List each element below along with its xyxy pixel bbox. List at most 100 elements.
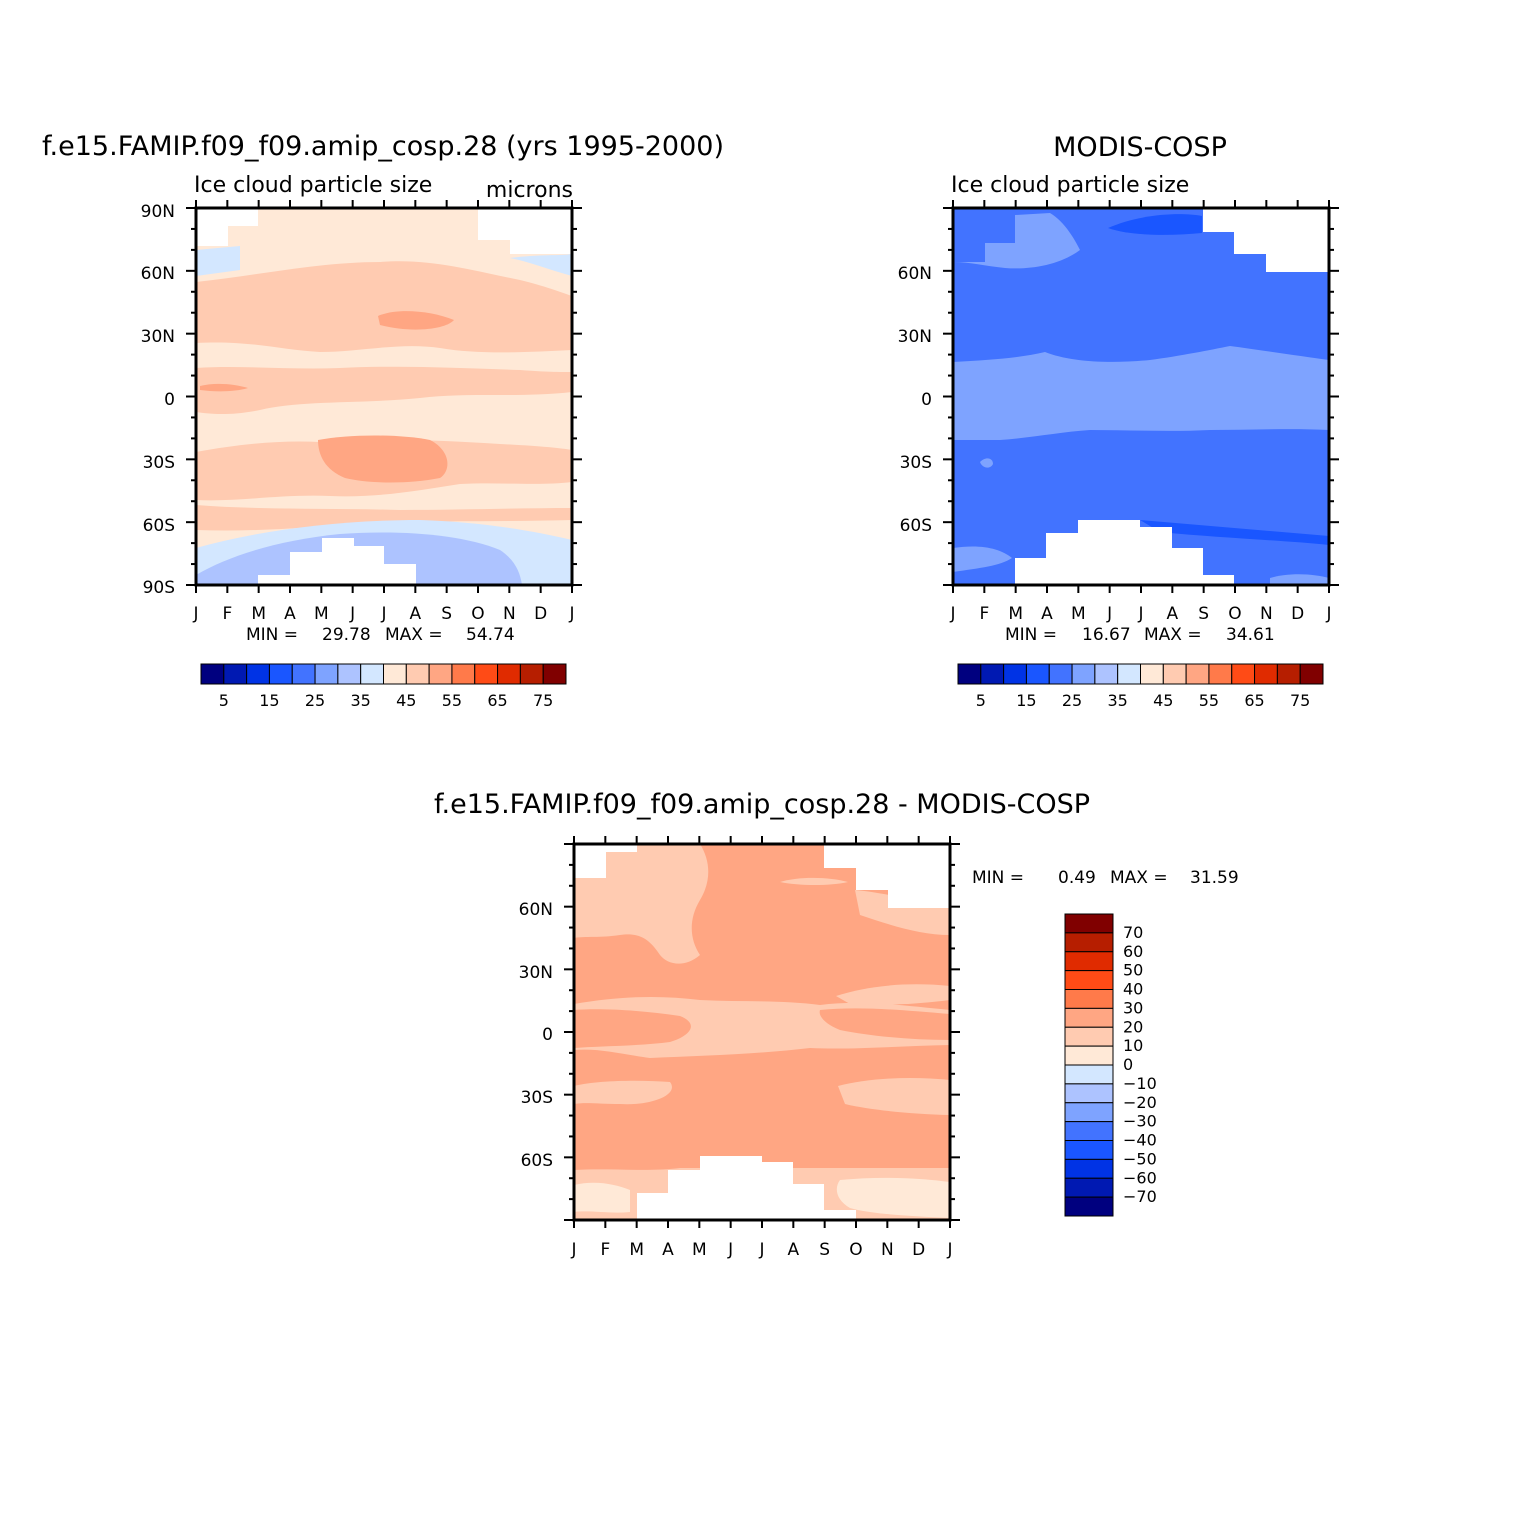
model-patch-eq — [200, 383, 248, 392]
panel-diff: f.e15.FAMIP.f09_f09.amip_cosp.28 - MODIS… — [434, 789, 1239, 1260]
diff-band-sh — [574, 1080, 672, 1105]
obs-xtick-label: F — [979, 604, 989, 624]
diff-colorbar-label: 20 — [1123, 1017, 1143, 1036]
obs-missing-s — [1015, 520, 1234, 585]
diff-band-sh2 — [838, 1078, 950, 1115]
model-ytick-label: 30S — [143, 453, 175, 473]
model-colorbar-label: 75 — [533, 691, 553, 710]
diff-xtick-label: F — [600, 1240, 610, 1260]
diff-colorbar-label: 30 — [1123, 998, 1143, 1017]
diff-colorbar-label: −50 — [1123, 1149, 1157, 1168]
obs-ytick-label: 30S — [900, 453, 932, 473]
model-minmax: MIN = 29.78 MAX = 54.74 — [246, 625, 515, 645]
diff-colorbar-label: 50 — [1123, 961, 1143, 980]
obs-colorbar-swatch — [980, 663, 1005, 685]
model-colorbar-swatch — [200, 663, 225, 685]
model-subtitle: Ice cloud particle size — [194, 173, 432, 198]
diff-ticks — [564, 836, 960, 1228]
model-xtick-label: M — [251, 604, 266, 624]
diff-xtick-label: J — [946, 1240, 952, 1260]
panel-obs: MODIS-COSP Ice cloud particle size 60N 3… — [898, 132, 1339, 710]
diff-colorbar-swatch — [1064, 1045, 1114, 1066]
obs-colorbar: 5 15 25 35 45 55 65 75 — [957, 663, 1324, 710]
obs-title: MODIS-COSP — [1053, 132, 1227, 163]
model-colorbar-label: 55 — [442, 691, 462, 710]
obs-colorbar-swatch — [1208, 663, 1233, 685]
diff-colorbar-swatch — [1064, 1177, 1114, 1198]
diff-colorbar-label: −70 — [1123, 1187, 1157, 1206]
diff-max-label: MAX = — [1110, 868, 1168, 888]
obs-missing-n — [1203, 208, 1329, 272]
obs-xtick-label: D — [1291, 604, 1304, 624]
diff-colorbar-label: −60 — [1123, 1168, 1157, 1187]
model-colorbar-swatch — [360, 663, 384, 685]
diff-y-axis-labels: 60N 30N 0 30S 60S — [519, 900, 553, 1171]
diff-colorbar-label: −10 — [1123, 1074, 1157, 1093]
diff-colorbar-swatch — [1064, 1196, 1114, 1217]
model-xtick-label: J — [349, 604, 355, 624]
diff-colorbar-swatch — [1064, 989, 1114, 1009]
obs-colorbar-swatch — [1185, 663, 1210, 685]
obs-colorbar-swatch — [1231, 663, 1256, 685]
model-xtick-label: M — [314, 604, 329, 624]
diff-xtick-label: D — [912, 1240, 925, 1260]
model-colorbar-swatch — [383, 663, 407, 685]
model-ytick-label: 0 — [164, 390, 175, 410]
model-xtick-label: D — [534, 604, 547, 624]
model-min-label: MIN = — [246, 625, 298, 645]
model-colorbar-swatch — [451, 663, 476, 685]
diff-xtick-label: S — [819, 1240, 830, 1260]
diff-colorbar-swatch — [1064, 932, 1114, 953]
model-colorbar-swatch — [337, 663, 362, 685]
obs-xtick-label: M — [1008, 604, 1023, 624]
model-colorbar-label: 25 — [305, 691, 325, 710]
model-colorbar-swatch — [474, 663, 499, 685]
diff-colorbar-swatch — [1064, 1121, 1114, 1141]
model-missing — [196, 208, 258, 246]
diff-xtick-label: N — [881, 1240, 894, 1260]
diff-colorbar-swatch — [1064, 1007, 1114, 1028]
model-colorbar-swatch — [268, 663, 293, 685]
obs-xtick-label: J — [1137, 604, 1143, 624]
model-ytick-label: 30N — [141, 327, 175, 347]
model-colorbar-label: 35 — [351, 691, 371, 710]
diff-band-eq-inner — [574, 1009, 691, 1048]
model-band-arctic2 — [510, 254, 572, 276]
model-y-axis-labels: 90N 60N 30N 0 30S 60S 90S — [141, 202, 175, 598]
model-ticks — [186, 200, 582, 593]
model-colorbar-swatch — [314, 663, 339, 685]
model-xtick-label: A — [284, 604, 296, 624]
diff-colorbar-label: 70 — [1123, 923, 1143, 942]
model-colorbar-swatch — [291, 663, 316, 685]
obs-band-ant2 — [953, 546, 1012, 572]
obs-band-arctic — [953, 213, 1080, 269]
model-ytick-label: 90N — [141, 202, 175, 222]
model-ytick-label: 60S — [143, 516, 175, 536]
diff-ytick-label: 60S — [521, 1151, 553, 1171]
obs-xtick-label: A — [1167, 604, 1179, 624]
model-xtick-label: N — [503, 604, 516, 624]
obs-colorbar-swatch — [1140, 663, 1164, 685]
obs-colorbar-swatch — [1048, 663, 1073, 685]
model-patch-sh — [318, 435, 448, 483]
obs-colorbar-label: 65 — [1244, 691, 1264, 710]
model-colorbar: 5 15 25 35 45 55 65 75 — [200, 663, 567, 710]
model-missing3 — [258, 538, 416, 585]
diff-colorbar-swatch — [1064, 1102, 1114, 1123]
obs-colorbar-label: 55 — [1199, 691, 1219, 710]
model-colorbar-swatch — [542, 663, 567, 685]
model-colorbar-swatch — [405, 663, 430, 685]
diff-band-nh-east — [836, 984, 950, 1005]
obs-colorbar-label: 15 — [1016, 691, 1036, 710]
model-xtick-label: O — [471, 604, 484, 624]
model-xtick-label: S — [441, 604, 452, 624]
model-colorbar-label: 5 — [219, 691, 229, 710]
obs-colorbar-label: 5 — [976, 691, 986, 710]
diff-xtick-label: A — [662, 1240, 674, 1260]
obs-colorbar-swatch — [1094, 663, 1119, 685]
diff-colorbar-label: −20 — [1123, 1093, 1157, 1112]
diff-colorbar-swatch — [1064, 1083, 1114, 1104]
obs-ticks — [943, 200, 1339, 593]
